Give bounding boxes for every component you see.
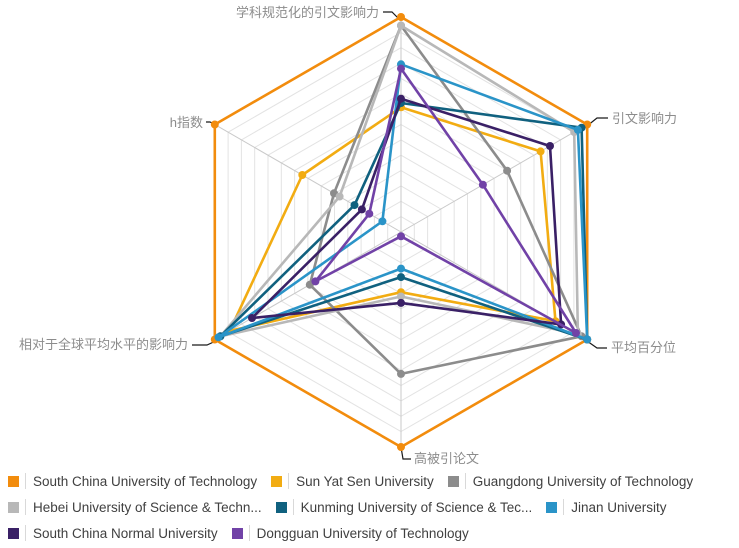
legend-label: Hebei University of Science & Techn... bbox=[33, 499, 262, 515]
legend-label: Kunming University of Science & Tec... bbox=[300, 499, 533, 515]
series-6-point-0[interactable] bbox=[397, 94, 405, 103]
series-7-point-1[interactable] bbox=[478, 180, 487, 189]
series-5-point-4[interactable] bbox=[214, 333, 223, 342]
axis-label-3: 高被引论文 bbox=[414, 451, 479, 466]
series-6-point-3[interactable] bbox=[397, 298, 405, 307]
legend-item-0[interactable]: South China University of Technology bbox=[8, 473, 257, 489]
legend-item-1[interactable]: Sun Yat Sen University bbox=[271, 473, 434, 489]
series-2-point-3[interactable] bbox=[397, 369, 405, 378]
legend-divider bbox=[25, 499, 26, 515]
legend-item-6[interactable]: South China Normal University bbox=[8, 525, 218, 541]
legend-row: South China Normal University Dongguan Un… bbox=[8, 520, 734, 546]
series-7-point-4[interactable] bbox=[311, 277, 320, 286]
series-0-point-3[interactable] bbox=[397, 443, 405, 451]
series-7-point-3[interactable] bbox=[397, 232, 405, 241]
legend-label: Dongguan University of Technology bbox=[256, 525, 469, 541]
legend-row: Hebei University of Science & Techn... Ku… bbox=[8, 494, 734, 520]
series-5-point-5[interactable] bbox=[378, 217, 387, 226]
series-5-point-3[interactable] bbox=[397, 264, 405, 273]
legend-swatch-icon bbox=[8, 527, 19, 539]
legend-row: South China University of Technology Sun … bbox=[8, 468, 734, 494]
legend-label: South China University of Technology bbox=[33, 473, 258, 489]
legend-divider bbox=[248, 525, 250, 541]
series-6-point-1[interactable] bbox=[546, 142, 554, 150]
legend-item-5[interactable]: Jinan University bbox=[546, 499, 667, 515]
legend-swatch-icon bbox=[271, 475, 283, 487]
legend-swatch-icon bbox=[546, 501, 558, 513]
axis-label-connector bbox=[586, 340, 607, 349]
series-1-point-1[interactable] bbox=[536, 147, 545, 156]
legend-swatch-icon bbox=[8, 501, 19, 513]
legend-divider bbox=[292, 499, 294, 515]
legend-divider bbox=[464, 473, 466, 489]
series-3-point-0[interactable] bbox=[397, 21, 405, 30]
legend-divider bbox=[25, 473, 26, 489]
legend-swatch-icon bbox=[275, 501, 287, 513]
legend-item-7[interactable]: Dongguan University of Technology bbox=[231, 525, 469, 541]
chart-legend: South China University of Technology Sun … bbox=[8, 468, 734, 546]
series-4-point-5[interactable] bbox=[350, 201, 359, 210]
legend-label: Guangdong University of Technology bbox=[472, 473, 694, 489]
legend-label: Jinan University bbox=[571, 499, 667, 515]
axis-label-2: 平均百分位 bbox=[611, 340, 676, 355]
series-4-point-3[interactable] bbox=[397, 273, 405, 282]
legend-divider bbox=[288, 473, 290, 489]
axis-label-0: 学科规范化的引文影响力 bbox=[236, 5, 379, 20]
series-1-point-5[interactable] bbox=[298, 171, 307, 179]
series-2-point-1[interactable] bbox=[503, 166, 512, 175]
legend-label: Sun Yat Sen University bbox=[296, 473, 434, 489]
axis-label-connector bbox=[400, 446, 411, 460]
legend-swatch-icon bbox=[8, 475, 19, 487]
legend-item-2[interactable]: Guangdong University of Technology bbox=[447, 473, 694, 489]
axis-label-5: h指数 bbox=[170, 115, 203, 130]
legend-item-4[interactable]: Kunming University of Science & Tec... bbox=[275, 499, 533, 515]
legend-divider bbox=[25, 525, 26, 541]
series-6-point-4[interactable] bbox=[248, 314, 256, 322]
series-3-point-5[interactable] bbox=[335, 192, 344, 201]
grid-spoke bbox=[400, 124, 588, 233]
series-5-point-1[interactable] bbox=[573, 125, 582, 134]
series-7-point-0[interactable] bbox=[397, 64, 405, 73]
legend-label: South China Normal University bbox=[33, 525, 218, 541]
series-3-point-3[interactable] bbox=[397, 292, 405, 301]
series-7-point-5[interactable] bbox=[365, 209, 374, 218]
series-5-point-2[interactable] bbox=[583, 335, 592, 344]
legend-swatch-icon bbox=[231, 527, 243, 539]
series-0-point-5[interactable] bbox=[210, 120, 219, 129]
legend-divider bbox=[563, 499, 565, 515]
legend-item-3[interactable]: Hebei University of Science & Techn... bbox=[8, 499, 262, 515]
series-0-point-0[interactable] bbox=[397, 13, 405, 21]
series-7-point-2[interactable] bbox=[572, 329, 580, 337]
series-6-point-5[interactable] bbox=[357, 205, 366, 214]
axis-label-4: 相对于全球平均水平的影响力 bbox=[19, 337, 188, 352]
axis-label-1: 引文影响力 bbox=[612, 111, 677, 126]
legend-swatch-icon bbox=[447, 475, 459, 487]
